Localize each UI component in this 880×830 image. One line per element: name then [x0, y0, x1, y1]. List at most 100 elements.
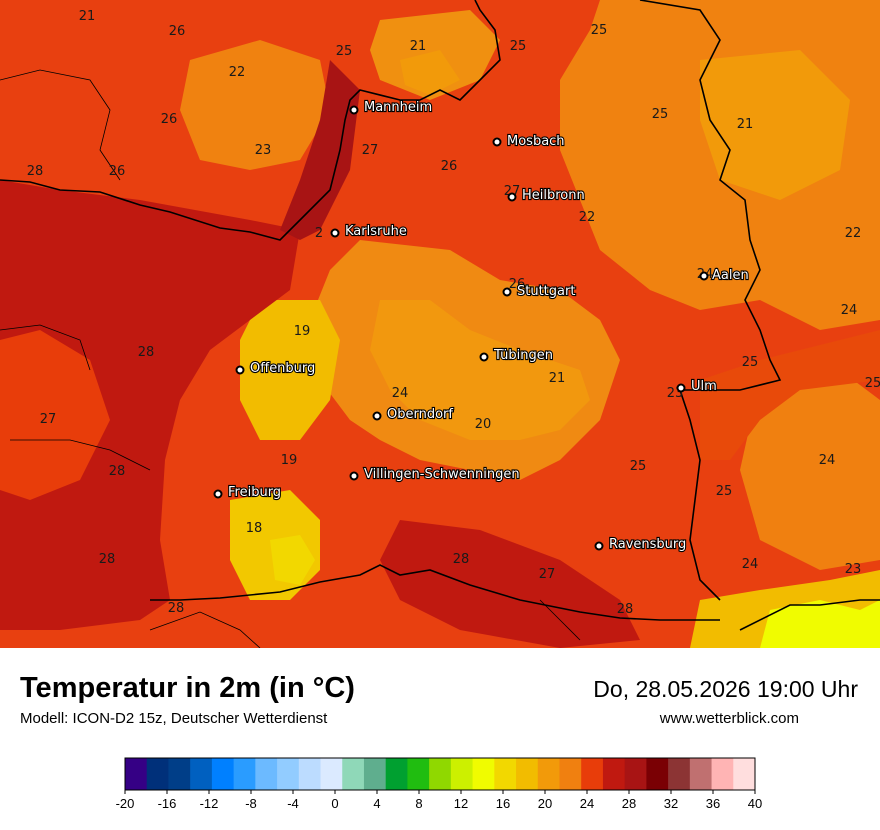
- color-swatch: [624, 758, 647, 790]
- color-swatch: [385, 758, 408, 790]
- color-swatch: [211, 758, 235, 790]
- temp-zone-southwest-18b: [270, 535, 315, 585]
- city-dot-icon: [349, 471, 359, 481]
- map-title: Temperatur in 2m (in °C): [20, 672, 355, 704]
- temp-label: 21: [410, 39, 427, 54]
- city-mannheim[interactable]: Mannheim: [349, 99, 433, 116]
- scale-tick-label: 20: [538, 796, 552, 811]
- color-scale-frame: [124, 757, 756, 791]
- temp-label: 25: [591, 23, 608, 38]
- city-ulm[interactable]: Ulm: [676, 378, 718, 395]
- temp-zone-north-21b: [400, 50, 460, 95]
- temp-label: 28: [99, 552, 116, 567]
- city-dot-icon: [699, 271, 709, 281]
- city-mosbach[interactable]: Mosbach: [492, 133, 566, 150]
- color-scale-swatches: [125, 758, 756, 790]
- temp-label: 25: [630, 459, 647, 474]
- temperature-map: 21 26 25 21 25 25 22 26 23 25 21 28 26 2…: [0, 0, 880, 648]
- forecast-datetime: Do, 28.05.2026 19:00 Uhr: [593, 676, 858, 702]
- city-oberndorf[interactable]: Oberndorf: [372, 406, 454, 423]
- city-dot-icon: [594, 541, 604, 551]
- border-southeast: [739, 599, 880, 631]
- city-dot-icon: [330, 228, 340, 238]
- temp-label: 21: [549, 371, 566, 386]
- color-swatch: [668, 758, 691, 790]
- city-dot-icon: [235, 365, 245, 375]
- temp-label: 24: [392, 386, 409, 401]
- city-freiburg[interactable]: Freiburg: [213, 484, 282, 501]
- temp-label: 28: [453, 552, 470, 567]
- city-dot-icon: [507, 192, 517, 202]
- city-tuebingen[interactable]: Tübingen: [479, 347, 554, 364]
- border-state: [0, 0, 501, 241]
- scale-tick-label: 0: [331, 796, 338, 811]
- city-karlsruhe[interactable]: Karlsruhe: [330, 223, 408, 240]
- city-offenburg[interactable]: Offenburg: [235, 360, 316, 377]
- color-swatch: [168, 758, 191, 790]
- temp-label: 26: [161, 112, 178, 127]
- temp-zone-east-24: [740, 370, 880, 570]
- model-info: Modell: ICON-D2 15z, Deutscher Wetterdie…: [20, 710, 328, 727]
- border-region-b: [0, 324, 91, 371]
- temp-label: 25: [742, 355, 759, 370]
- scale-tick-label: 24: [580, 796, 594, 811]
- temp-zone-east-25: [700, 330, 880, 460]
- color-swatch: [537, 758, 560, 790]
- border-country-south: [150, 564, 720, 621]
- temp-label: 22: [845, 226, 862, 241]
- color-swatch: [277, 758, 300, 790]
- city-dot-icon: [213, 489, 223, 499]
- scale-tick-label: 40: [748, 796, 762, 811]
- city-heilbronn[interactable]: Heilbronn: [507, 187, 586, 204]
- city-label: Heilbronn: [522, 188, 585, 203]
- city-markers: Mannheim Mosbach Heilbronn Karlsruhe Stu…: [213, 99, 750, 553]
- temp-zone-east-21: [700, 50, 850, 200]
- city-label: Oberndorf: [387, 407, 453, 422]
- temp-label: 18: [246, 521, 263, 536]
- temp-label: 26: [441, 159, 458, 174]
- city-label: Ravensburg: [609, 537, 686, 552]
- scale-tick-label: -20: [116, 796, 135, 811]
- scale-tick-label: -4: [287, 796, 299, 811]
- temp-zone-southeast-20: [760, 600, 880, 648]
- color-swatch: [146, 758, 169, 790]
- city-stuttgart[interactable]: Stuttgart: [502, 283, 577, 300]
- temp-zone-blackforest-19: [240, 300, 340, 440]
- temp-label: 2: [315, 226, 323, 241]
- temp-label: 21: [79, 9, 96, 24]
- city-ravensburg[interactable]: Ravensburg: [594, 536, 687, 553]
- border-region-c: [10, 439, 151, 471]
- color-swatch: [689, 758, 713, 790]
- city-villingen-schwenningen[interactable]: Villingen-Schwenningen: [349, 466, 521, 483]
- city-label: Freiburg: [228, 485, 281, 500]
- temp-label: 24: [841, 303, 858, 318]
- temp-label: 27: [539, 567, 556, 582]
- scale-tick-label: 8: [415, 796, 422, 811]
- city-aalen[interactable]: Aalen: [699, 267, 750, 284]
- temp-label: 25: [716, 484, 733, 499]
- temp-zone-rhine-27: [280, 60, 360, 240]
- temp-label: 19: [294, 324, 311, 339]
- scale-tick-label: 12: [454, 796, 468, 811]
- color-swatch: [255, 758, 278, 790]
- website-link[interactable]: www.wetterblick.com: [659, 710, 799, 727]
- temp-label: 26: [509, 277, 526, 292]
- temp-zone-westpatch-26: [0, 330, 110, 500]
- scale-tick-label: 16: [496, 796, 510, 811]
- city-label: Ulm: [691, 379, 717, 394]
- city-dot-icon: [502, 287, 512, 297]
- city-label: Karlsruhe: [345, 224, 407, 239]
- temp-label: 24: [819, 453, 836, 468]
- temp-label: 22: [229, 65, 246, 80]
- temp-label: 25: [336, 44, 353, 59]
- border-state-east: [639, 0, 782, 601]
- temp-label: 26: [169, 24, 186, 39]
- color-swatch: [125, 758, 148, 790]
- color-swatch: [342, 758, 365, 790]
- temp-label: 25: [865, 376, 880, 391]
- city-dot-icon: [479, 352, 489, 362]
- temp-label: 25: [510, 39, 527, 54]
- city-dot-icon: [676, 383, 686, 393]
- color-swatch: [646, 758, 669, 790]
- color-swatch: [363, 758, 387, 790]
